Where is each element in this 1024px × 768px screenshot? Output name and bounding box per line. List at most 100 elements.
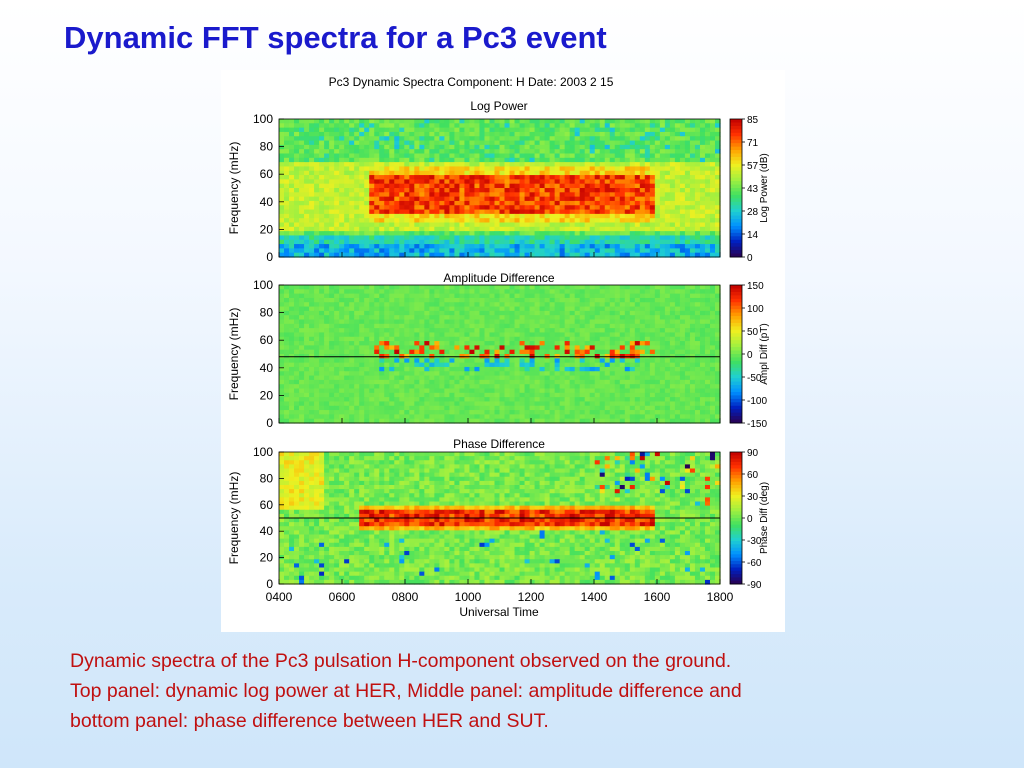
heatmap-cell (584, 119, 591, 124)
heatmap-cell (384, 192, 390, 198)
heatmap-cell (509, 127, 516, 133)
heatmap-cell (489, 131, 496, 137)
heatmap-cell (709, 218, 716, 224)
heatmap-cell (664, 183, 671, 189)
heatmap-cell (619, 371, 626, 377)
heatmap-cell (379, 362, 385, 368)
heatmap-cell (584, 175, 591, 180)
heatmap-cell (509, 153, 516, 159)
heatmap-cell (539, 375, 546, 381)
heatmap-cell (469, 384, 476, 390)
heatmap-cell (529, 175, 536, 180)
heatmap-cell (304, 235, 310, 241)
heatmap-cell (339, 119, 345, 124)
heatmap-cell (489, 222, 496, 228)
heatmap-cell (294, 319, 300, 325)
heatmap-cell (539, 183, 546, 189)
heatmap-cell (349, 144, 355, 150)
heatmap-cell (359, 205, 365, 211)
heatmap-cell (489, 123, 496, 129)
heatmap-cell (704, 231, 711, 237)
heatmap-cell (684, 239, 691, 245)
heatmap-cell (469, 310, 476, 316)
heatmap-cell (714, 200, 721, 206)
heatmap-cell (319, 289, 325, 295)
heatmap-cell (684, 123, 691, 129)
heatmap-cell (649, 371, 656, 377)
heatmap-cell (644, 209, 651, 215)
heatmap-cell (289, 371, 295, 377)
heatmap-cell (339, 209, 345, 215)
heatmap-cell (629, 166, 636, 172)
heatmap-cell (334, 127, 340, 133)
heatmap-cell (504, 153, 511, 159)
heatmap-cell (614, 306, 621, 312)
heatmap-cell (554, 358, 561, 364)
heatmap-cell (374, 179, 380, 185)
heatmap-cell (399, 175, 405, 180)
heatmap-cell (454, 196, 461, 202)
heatmap-cell (689, 131, 696, 137)
heatmap-cell (434, 140, 440, 146)
heatmap-cell (599, 328, 606, 334)
heatmap-cell (284, 153, 290, 159)
heatmap-cell (289, 183, 295, 189)
heatmap-cell (509, 196, 516, 202)
heatmap-cell (629, 175, 636, 180)
heatmap-cell (349, 319, 355, 325)
heatmap-cell (494, 293, 501, 299)
heatmap-cell (474, 213, 481, 219)
heatmap-cell (424, 371, 430, 377)
heatmap-cell (614, 302, 621, 308)
heatmap-cell (604, 252, 611, 258)
heatmap-cell (384, 252, 390, 258)
heatmap-cell (709, 144, 716, 150)
heatmap-cell (369, 205, 375, 211)
heatmap-cell (564, 140, 571, 146)
heatmap-cell (499, 222, 506, 228)
heatmap-cell (524, 153, 531, 159)
heatmap-cell (669, 235, 676, 241)
heatmap-cell (709, 306, 716, 312)
colorbar-segment (730, 119, 742, 123)
heatmap-cell (524, 323, 531, 329)
heatmap-cell (499, 336, 506, 342)
heatmap-cell (544, 231, 551, 237)
heatmap-cell (324, 345, 330, 351)
heatmap-cell (534, 248, 541, 254)
heatmap-cell (354, 366, 360, 372)
heatmap-cell (409, 323, 415, 329)
heatmap-cell (299, 119, 305, 124)
heatmap-cell (284, 323, 290, 329)
heatmap-cell (449, 209, 455, 215)
heatmap-cell (649, 379, 656, 385)
heatmap-cell (714, 371, 721, 377)
heatmap-cell (354, 218, 360, 224)
heatmap-cell (664, 315, 671, 321)
heatmap-cell (304, 358, 310, 364)
heatmap-cell (604, 192, 611, 198)
heatmap-cell (424, 332, 430, 338)
heatmap-cell (329, 384, 335, 390)
heatmap-cell (374, 384, 380, 390)
heatmap-cell (554, 384, 561, 390)
heatmap-cell (539, 226, 546, 232)
heatmap-cell (659, 196, 666, 202)
heatmap-cell (579, 362, 586, 368)
heatmap-cell (494, 302, 501, 308)
heatmap-cell (669, 375, 676, 381)
heatmap-cell (554, 328, 561, 334)
heatmap-cell (429, 306, 435, 312)
heatmap-cell (684, 192, 691, 198)
heatmap-cell (369, 196, 375, 202)
heatmap-cell (334, 302, 340, 308)
heatmap-cell (574, 188, 581, 193)
heatmap-cell (499, 252, 506, 258)
heatmap-cell (349, 366, 355, 372)
heatmap-cell (294, 170, 300, 176)
heatmap-cell (374, 196, 380, 202)
heatmap-cell (454, 213, 461, 219)
heatmap-cell (289, 332, 295, 338)
heatmap-cell (299, 213, 305, 219)
heatmap-cell (329, 218, 335, 224)
